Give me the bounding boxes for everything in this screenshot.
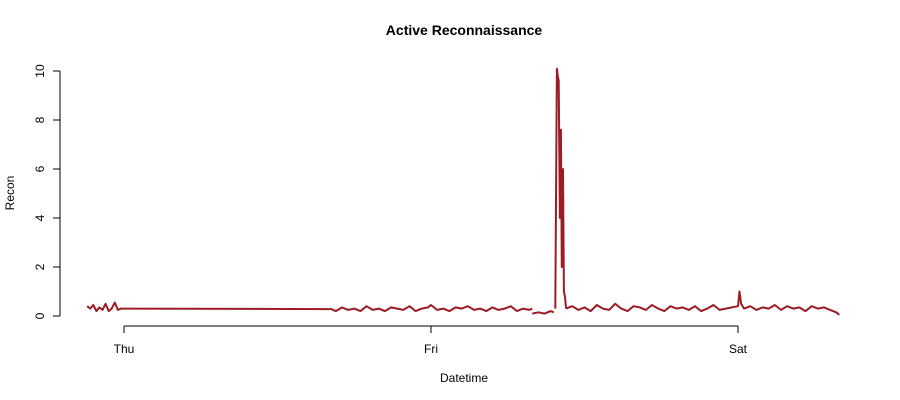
x-axis: Thu Fri Sat [114,325,748,356]
series-line [565,290,840,316]
x-tick-label: Thu [114,342,135,356]
x-axis-label: Datetime [440,371,488,385]
y-tick-label: 2 [33,263,47,270]
x-tick-label: Fri [424,342,438,356]
y-tick-label: 6 [33,165,47,172]
series-line [86,301,124,313]
series-line [532,310,555,315]
series-line [123,307,330,311]
y-axis: 0 2 4 6 8 10 [33,64,61,319]
chart-title: Active Reconnaissance [386,22,543,38]
series-line [554,67,568,309]
y-axis-label: Recon [3,176,17,211]
series-layer [86,67,840,316]
series-line [329,304,533,313]
y-tick-label: 0 [33,312,47,319]
y-tick-label: 10 [33,64,47,78]
x-tick-label: Sat [729,342,748,356]
y-tick-label: 8 [33,116,47,123]
y-tick-label: 4 [33,214,47,221]
